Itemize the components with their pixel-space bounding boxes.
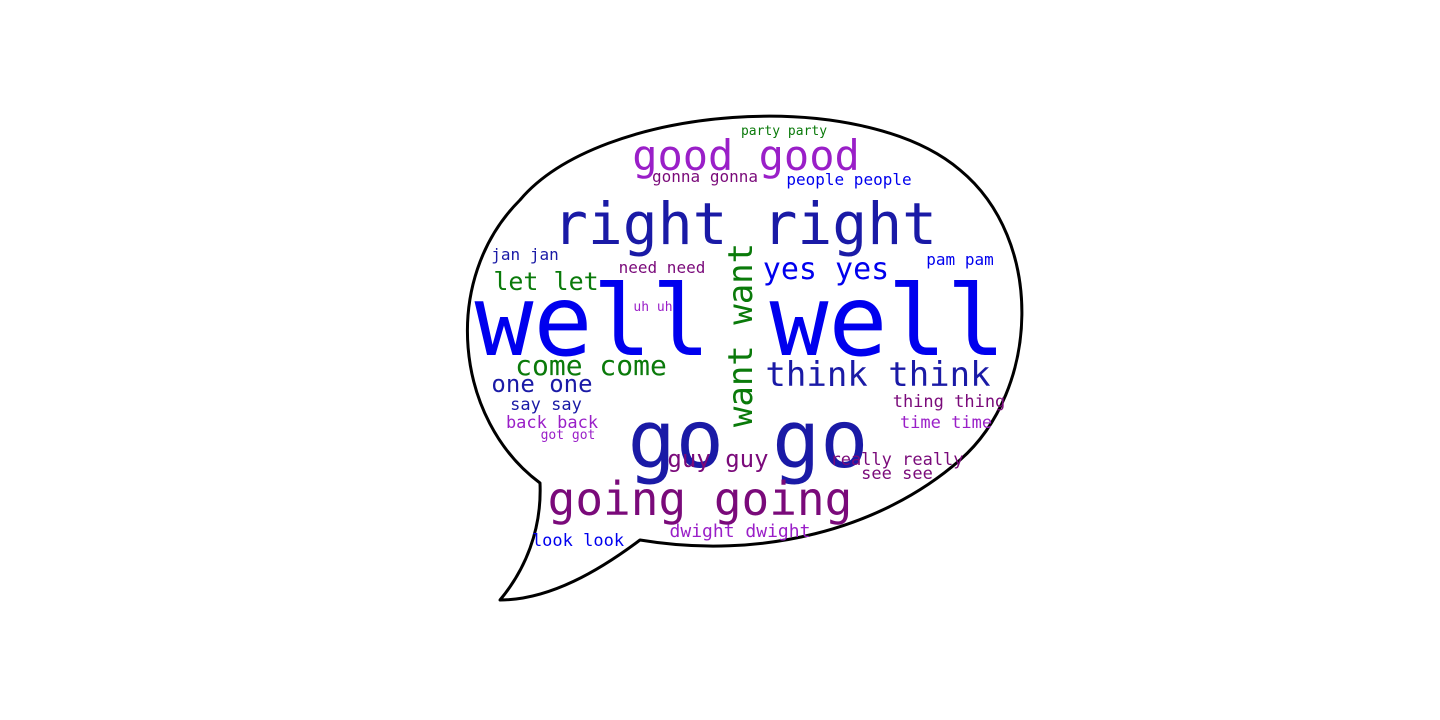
word-pam-pam: pam pam [926,250,993,269]
word-let-let: let let [493,267,598,296]
word-dwight-dwight: dwight dwight [670,521,811,542]
word-one-one: one one [491,370,592,398]
word-come-come: come come [515,349,667,382]
word-see-see: see see [861,464,933,484]
word-people-people: people people [786,170,911,189]
word-well-well: well well [474,265,1005,379]
word-jan-jan: jan jan [491,245,558,264]
word-time-time: time time [900,413,992,433]
word-think-think: think think [765,355,990,395]
word-party-party: party party [741,124,827,139]
speech-bubble-outline [466,114,1024,602]
word-want-want: want want [721,243,761,427]
word-look-look: look look [532,531,624,551]
word-got-got: got got [541,428,596,443]
word-say-say: say say [510,395,582,415]
word-yes-yes: yes yes [763,252,889,287]
word-need-need: need need [619,258,706,277]
word-right-right: right right [553,190,937,258]
word-gonna-gonna: gonna gonna [652,167,758,186]
word-uh-uh: uh uh [633,300,672,315]
word-going-going: going going [548,472,853,526]
word-really-really: really really [830,450,963,470]
word-go-go: go go [628,393,869,486]
word-guy-guy: guy guy [667,445,768,473]
word-good-good: good good [632,131,860,180]
word-thing-thing: thing thing [893,392,1006,412]
word-back-back: back back [506,413,598,433]
